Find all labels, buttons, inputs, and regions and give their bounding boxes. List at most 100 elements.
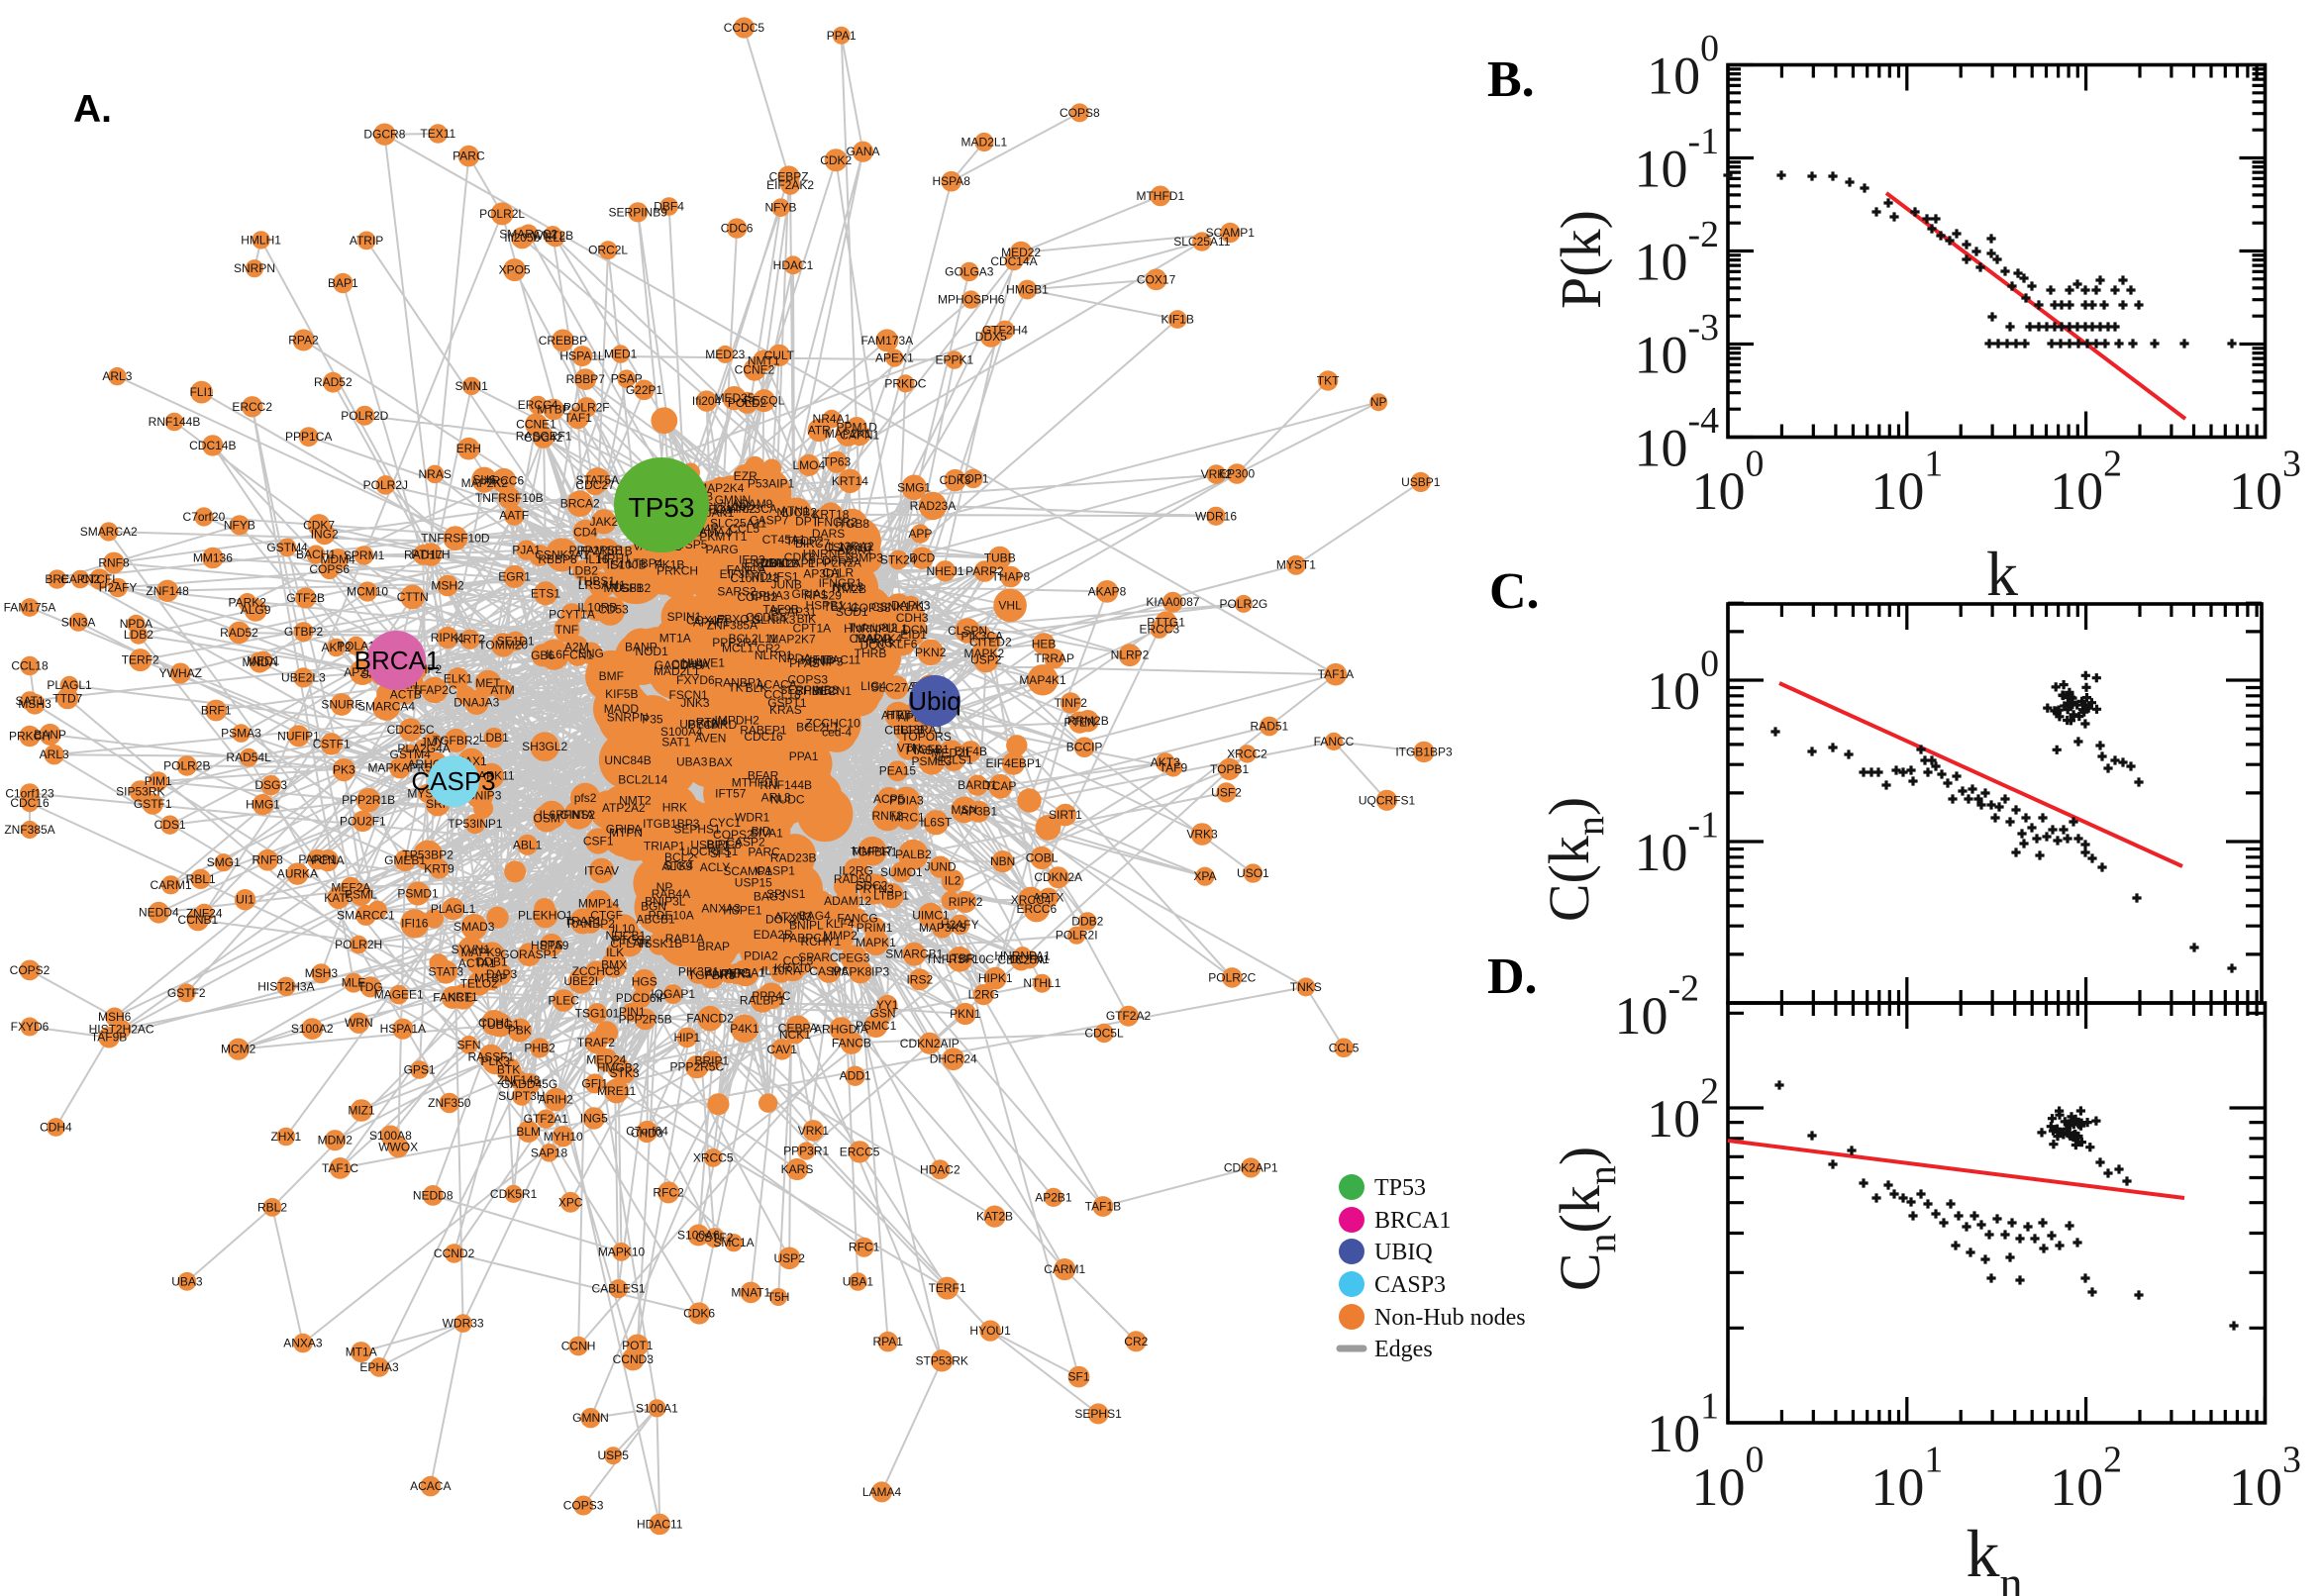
svg-text:RPA2: RPA2 — [288, 334, 319, 348]
svg-text:B.: B. — [1487, 51, 1535, 108]
svg-text:ADAM12: ADAM12 — [824, 894, 871, 908]
svg-text:SCAMP1: SCAMP1 — [1206, 226, 1256, 240]
svg-text:GTF2B: GTF2B — [286, 591, 325, 605]
svg-text:PSAP: PSAP — [611, 372, 643, 386]
svg-text:IL13RA2: IL13RA2 — [828, 540, 874, 553]
svg-text:CDC14A: CDC14A — [990, 254, 1037, 268]
svg-text:ATXN3: ATXN3 — [774, 910, 812, 924]
svg-text:ZNF148: ZNF148 — [146, 584, 189, 598]
svg-text:RBBP7: RBBP7 — [566, 372, 606, 386]
svg-text:MT1A: MT1A — [346, 1346, 377, 1359]
svg-text:BIRC8: BIRC8 — [706, 838, 742, 851]
svg-text:KIAA0087: KIAA0087 — [1146, 595, 1199, 609]
svg-text:BANP: BANP — [34, 728, 66, 742]
svg-text:FAM101B: FAM101B — [580, 544, 633, 557]
svg-text:PIM1: PIM1 — [145, 774, 172, 788]
svg-text:P35: P35 — [642, 713, 663, 727]
svg-text:AKT2: AKT2 — [321, 641, 351, 654]
svg-text:k: k — [1986, 539, 2018, 609]
svg-text:CCND3: CCND3 — [613, 1352, 655, 1366]
svg-text:STP53RK: STP53RK — [916, 1353, 968, 1367]
svg-text:Tnfaip8l2: Tnfaip8l2 — [849, 621, 898, 635]
svg-text:ADAM9: ADAM9 — [732, 497, 773, 511]
svg-text:SARS2: SARS2 — [717, 585, 757, 599]
svg-text:HDAC2: HDAC2 — [920, 1162, 960, 1176]
svg-text:SOD1: SOD1 — [836, 605, 868, 619]
svg-text:RAB4A: RAB4A — [652, 887, 690, 901]
svg-text:MAP2K2: MAP2K2 — [461, 476, 509, 490]
svg-text:WRN: WRN — [345, 1016, 373, 1030]
svg-text:SLC27A6: SLC27A6 — [871, 680, 923, 694]
svg-text:GSTM4: GSTM4 — [390, 748, 432, 761]
svg-text:ITM2B: ITM2B — [832, 582, 866, 596]
svg-text:KIF1B: KIF1B — [801, 653, 834, 667]
svg-text:CCNB1: CCNB1 — [178, 913, 219, 927]
svg-text:TINF2: TINF2 — [1055, 696, 1088, 710]
svg-text:CDK3: CDK3 — [940, 473, 971, 487]
svg-text:NMT1: NMT1 — [748, 353, 780, 367]
svg-text:PPP2R5B: PPP2R5B — [619, 1012, 672, 1026]
svg-text:GADD45A: GADD45A — [655, 658, 710, 672]
svg-text:C7orf20: C7orf20 — [183, 510, 226, 524]
svg-text:ZNF385A: ZNF385A — [4, 823, 54, 837]
svg-text:TGFBR3: TGFBR3 — [688, 968, 736, 982]
svg-text:UBIQ: UBIQ — [1374, 1240, 1433, 1265]
svg-text:VTN: VTN — [897, 742, 921, 755]
svg-text:IRS2: IRS2 — [906, 972, 933, 986]
svg-text:ITGAV: ITGAV — [584, 863, 619, 877]
svg-text:EPHA3: EPHA3 — [359, 1360, 399, 1374]
svg-text:MSH6: MSH6 — [98, 1010, 132, 1024]
svg-text:ATRIP: ATRIP — [881, 708, 915, 722]
svg-text:PRTN3: PRTN3 — [856, 882, 894, 896]
svg-text:UQCRFS1: UQCRFS1 — [681, 845, 739, 858]
svg-text:PDIA2: PDIA2 — [744, 949, 778, 963]
svg-text:TP53: TP53 — [629, 492, 695, 523]
svg-text:MPHOSPH6: MPHOSPH6 — [938, 293, 1005, 307]
svg-text:PTTG1: PTTG1 — [1147, 615, 1185, 629]
svg-text:APTX: APTX — [1033, 891, 1063, 905]
svg-text:SUPT3H: SUPT3H — [498, 1089, 545, 1103]
svg-text:WDR16: WDR16 — [1195, 509, 1237, 523]
svg-text:CDH3: CDH3 — [896, 611, 929, 625]
svg-text:BCCIP: BCCIP — [1066, 741, 1103, 754]
svg-text:XRCC6: XRCC6 — [483, 473, 524, 487]
svg-text:EGR1: EGR1 — [498, 569, 531, 583]
svg-text:ZNF385A: ZNF385A — [707, 618, 758, 632]
svg-text:TOMM20: TOMM20 — [478, 638, 528, 651]
svg-text:COPS3: COPS3 — [787, 672, 828, 686]
svg-text:POU2F1: POU2F1 — [340, 814, 386, 828]
svg-text:POLR2F: POLR2F — [563, 400, 610, 414]
svg-text:VHL: VHL — [998, 598, 1022, 612]
svg-text:EIF4EBP1: EIF4EBP1 — [985, 756, 1041, 770]
svg-text:TOP1: TOP1 — [958, 471, 988, 485]
svg-text:WDR33: WDR33 — [443, 1317, 484, 1331]
svg-text:MRE11: MRE11 — [597, 1084, 636, 1098]
svg-text:KLF6: KLF6 — [889, 637, 918, 650]
svg-text:ACIN1: ACIN1 — [838, 544, 873, 557]
svg-text:PLAGL1: PLAGL1 — [47, 678, 92, 692]
svg-text:COBL: COBL — [1026, 851, 1059, 865]
svg-text:TAF1C: TAF1C — [322, 1161, 358, 1175]
svg-text:ATRIP: ATRIP — [350, 234, 383, 248]
svg-text:AP3B1: AP3B1 — [960, 805, 998, 819]
svg-text:FSCN1: FSCN1 — [669, 688, 709, 702]
svg-text:PPP2R4: PPP2R4 — [712, 636, 758, 649]
svg-text:ACLY: ACLY — [700, 860, 730, 874]
svg-text:TNF: TNF — [556, 623, 578, 637]
svg-text:CDC5L: CDC5L — [1084, 1027, 1124, 1041]
svg-text:HNRNPK: HNRNPK — [803, 548, 854, 561]
svg-text:NOD1: NOD1 — [635, 645, 668, 658]
svg-text:ACTA1: ACTA1 — [458, 956, 496, 970]
svg-text:MYH10: MYH10 — [544, 1130, 583, 1144]
svg-text:PLAGL1: PLAGL1 — [431, 902, 476, 916]
svg-text:PDIA3: PDIA3 — [889, 794, 924, 808]
svg-text:DNAJA3: DNAJA3 — [454, 695, 499, 709]
svg-text:ING2: ING2 — [311, 527, 339, 541]
svg-text:PK1B: PK1B — [655, 558, 685, 572]
svg-text:CCL5: CCL5 — [1329, 1041, 1360, 1054]
svg-text:CSTF1: CSTF1 — [313, 737, 351, 750]
svg-text:GOLGA3: GOLGA3 — [945, 265, 994, 279]
svg-text:POLA1: POLA1 — [337, 639, 375, 652]
svg-text:MCM10: MCM10 — [347, 585, 388, 599]
svg-text:P(k): P(k) — [1549, 210, 1613, 309]
